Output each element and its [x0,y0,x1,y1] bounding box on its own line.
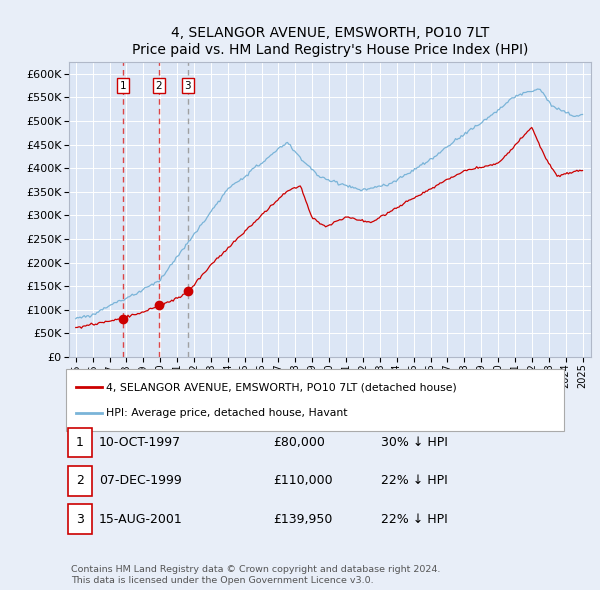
Text: 22% ↓ HPI: 22% ↓ HPI [381,474,448,487]
Text: Contains HM Land Registry data © Crown copyright and database right 2024.
This d: Contains HM Land Registry data © Crown c… [71,565,440,585]
Title: 4, SELANGOR AVENUE, EMSWORTH, PO10 7LT
Price paid vs. HM Land Registry's House P: 4, SELANGOR AVENUE, EMSWORTH, PO10 7LT P… [132,27,528,57]
Text: 15-AUG-2001: 15-AUG-2001 [99,513,183,526]
Text: £110,000: £110,000 [273,474,332,487]
Text: 1: 1 [76,436,84,449]
Text: 2: 2 [76,474,84,487]
Text: 2: 2 [156,81,163,90]
Text: 3: 3 [76,513,84,526]
Text: 1: 1 [119,81,126,90]
Text: 30% ↓ HPI: 30% ↓ HPI [381,436,448,449]
Text: £80,000: £80,000 [273,436,325,449]
Text: £139,950: £139,950 [273,513,332,526]
Text: HPI: Average price, detached house, Havant: HPI: Average price, detached house, Hava… [106,408,348,418]
Text: 22% ↓ HPI: 22% ↓ HPI [381,513,448,526]
Text: 07-DEC-1999: 07-DEC-1999 [99,474,182,487]
Text: 4, SELANGOR AVENUE, EMSWORTH, PO10 7LT (detached house): 4, SELANGOR AVENUE, EMSWORTH, PO10 7LT (… [106,382,457,392]
Text: 10-OCT-1997: 10-OCT-1997 [99,436,181,449]
Text: 3: 3 [184,81,191,90]
